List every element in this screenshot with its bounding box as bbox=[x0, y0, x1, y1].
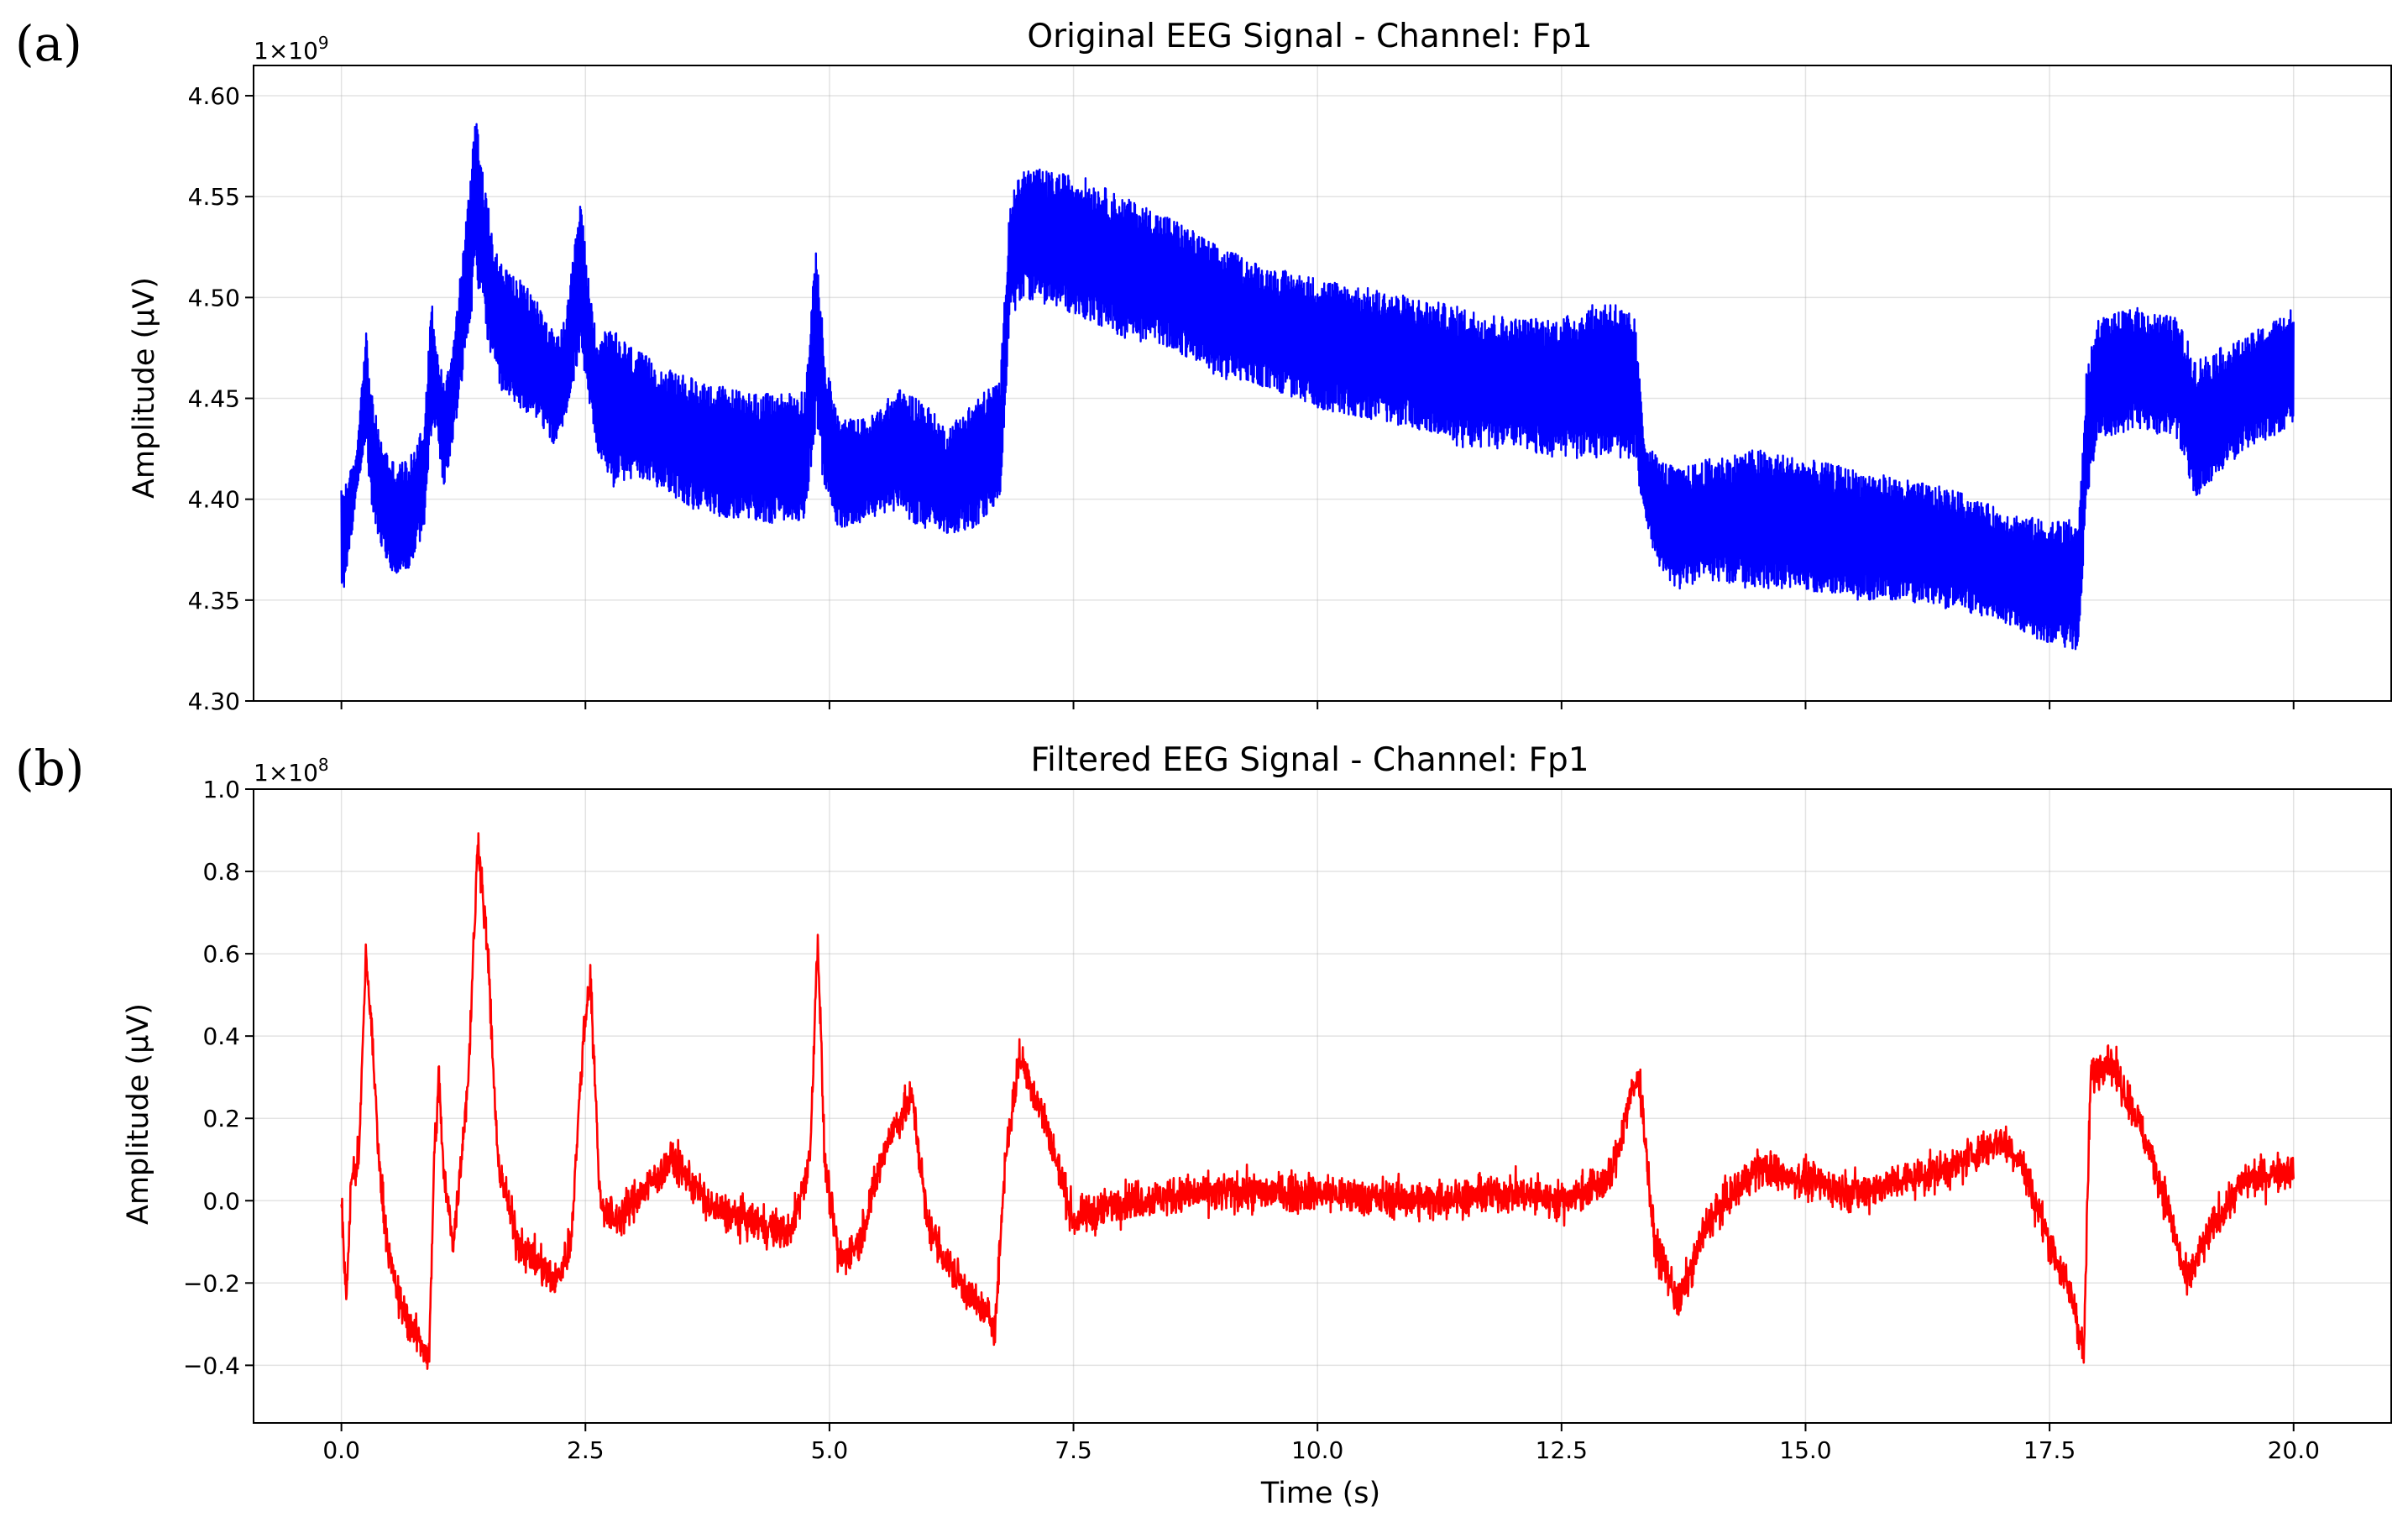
x-tick-label: 5.0 bbox=[811, 1436, 849, 1464]
signal-plot-a bbox=[340, 123, 2295, 651]
grid-b bbox=[254, 788, 2391, 1423]
y-tick-label: 0.2 bbox=[202, 1105, 240, 1132]
y-tick-label: 1.0 bbox=[202, 776, 240, 803]
filtered-signal-line bbox=[340, 832, 2295, 1370]
y-tick-label: 4.50 bbox=[188, 284, 240, 311]
panel-label-b: (b) bbox=[15, 740, 84, 797]
chart-title-original: Original EEG Signal - Channel: Fp1 bbox=[1027, 18, 1592, 55]
panel-label-a: (a) bbox=[15, 15, 82, 72]
y-axis-label-b: Amplitude (μV) bbox=[122, 1003, 155, 1225]
chart-title-filtered: Filtered EEG Signal - Channel: Fp1 bbox=[1030, 741, 1589, 779]
y-tick-label: 4.40 bbox=[188, 486, 240, 514]
original-signal-line bbox=[340, 123, 2295, 651]
x-tick-label: 10.0 bbox=[1291, 1436, 1343, 1464]
x-tick-label: 12.5 bbox=[1536, 1436, 1588, 1464]
y-tick-label: 0.4 bbox=[202, 1023, 240, 1050]
x-axis-label: Time (s) bbox=[1260, 1477, 1380, 1510]
x-tick-label: 17.5 bbox=[2023, 1436, 2076, 1464]
y-offset-text-b: 1×108 bbox=[254, 755, 329, 787]
x-tick-label: 0.0 bbox=[322, 1436, 360, 1464]
axes-frame-a bbox=[253, 65, 2392, 702]
y-tick-label: 4.30 bbox=[188, 688, 240, 715]
y-axis-label-a: Amplitude (μV) bbox=[128, 277, 161, 499]
y-tick-label: 4.55 bbox=[188, 183, 240, 211]
signal-plot-b bbox=[340, 832, 2295, 1370]
ticks-b: 0.0 2.5 5.0 7.5 10.0 12.5 15.0 17.5 20.0 −0.4 −0.2… bbox=[183, 776, 2320, 1464]
axes-frame-b bbox=[253, 788, 2392, 1424]
y-tick-label: 4.45 bbox=[188, 385, 240, 413]
y-tick-label: 0.0 bbox=[202, 1187, 240, 1215]
x-tick-label: 7.5 bbox=[1055, 1436, 1092, 1464]
y-tick-label: −0.4 bbox=[183, 1352, 240, 1379]
y-tick-label: 0.8 bbox=[202, 858, 240, 886]
x-tick-label: 15.0 bbox=[1779, 1436, 1831, 1464]
ticks-a: 4.30 4.35 4.40 4.45 4.50 4.55 4.60 bbox=[188, 82, 2295, 715]
y-tick-label: 4.60 bbox=[188, 82, 240, 110]
x-tick-label: 2.5 bbox=[567, 1436, 605, 1464]
y-offset-text-a: 1×109 bbox=[254, 33, 329, 65]
x-tick-label: 20.0 bbox=[2268, 1436, 2320, 1464]
y-tick-label: 0.6 bbox=[202, 940, 240, 968]
panel-b-filtered-signal: (b) Filtered EEG Signal - Channel: Fp1 1… bbox=[15, 740, 2392, 1510]
panel-a-original-signal: (a) Original EEG Signal - Channel: Fp1 1… bbox=[15, 15, 2392, 715]
y-tick-label: 4.35 bbox=[188, 587, 240, 615]
y-tick-label: −0.2 bbox=[183, 1269, 240, 1297]
